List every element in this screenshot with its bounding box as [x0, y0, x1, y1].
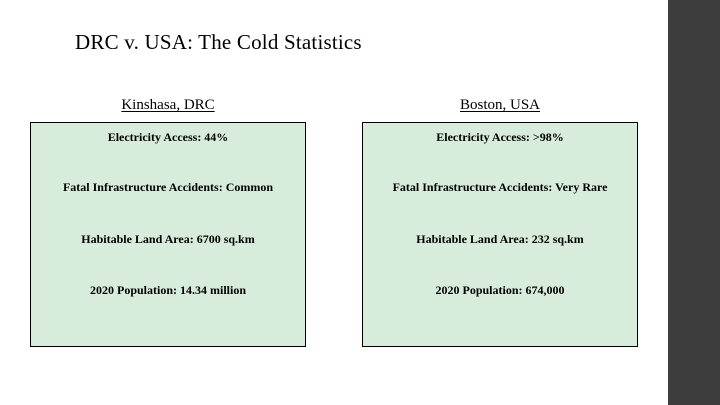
side-panel: [668, 0, 720, 405]
stat-infrastructure-accidents: Fatal Infrastructure Accidents: Very Rar…: [392, 180, 608, 194]
stat-electricity-access: Electricity Access: >98%: [436, 130, 564, 144]
stat-population: 2020 Population: 14.34 million: [89, 283, 247, 297]
stat-habitable-land-area: Habitable Land Area: 6700 sq.km: [81, 232, 255, 246]
stat-infrastructure-accidents: Fatal Infrastructure Accidents: Common: [62, 180, 274, 194]
stat-habitable-land-area: Habitable Land Area: 232 sq.km: [416, 232, 584, 246]
column-header-kinshasa: Kinshasa, DRC: [121, 97, 215, 113]
stat-population: 2020 Population: 674,000: [435, 283, 565, 297]
stat-electricity-access: Electricity Access: 44%: [107, 130, 229, 144]
column-header-boston: Boston, USA: [459, 97, 541, 113]
slide-title: DRC v. USA: The Cold Statistics: [75, 30, 362, 54]
stats-box-boston: Electricity Access: >98% Fatal Infrastru…: [362, 122, 638, 347]
stats-box-kinshasa: Electricity Access: 44% Fatal Infrastruc…: [30, 122, 306, 347]
